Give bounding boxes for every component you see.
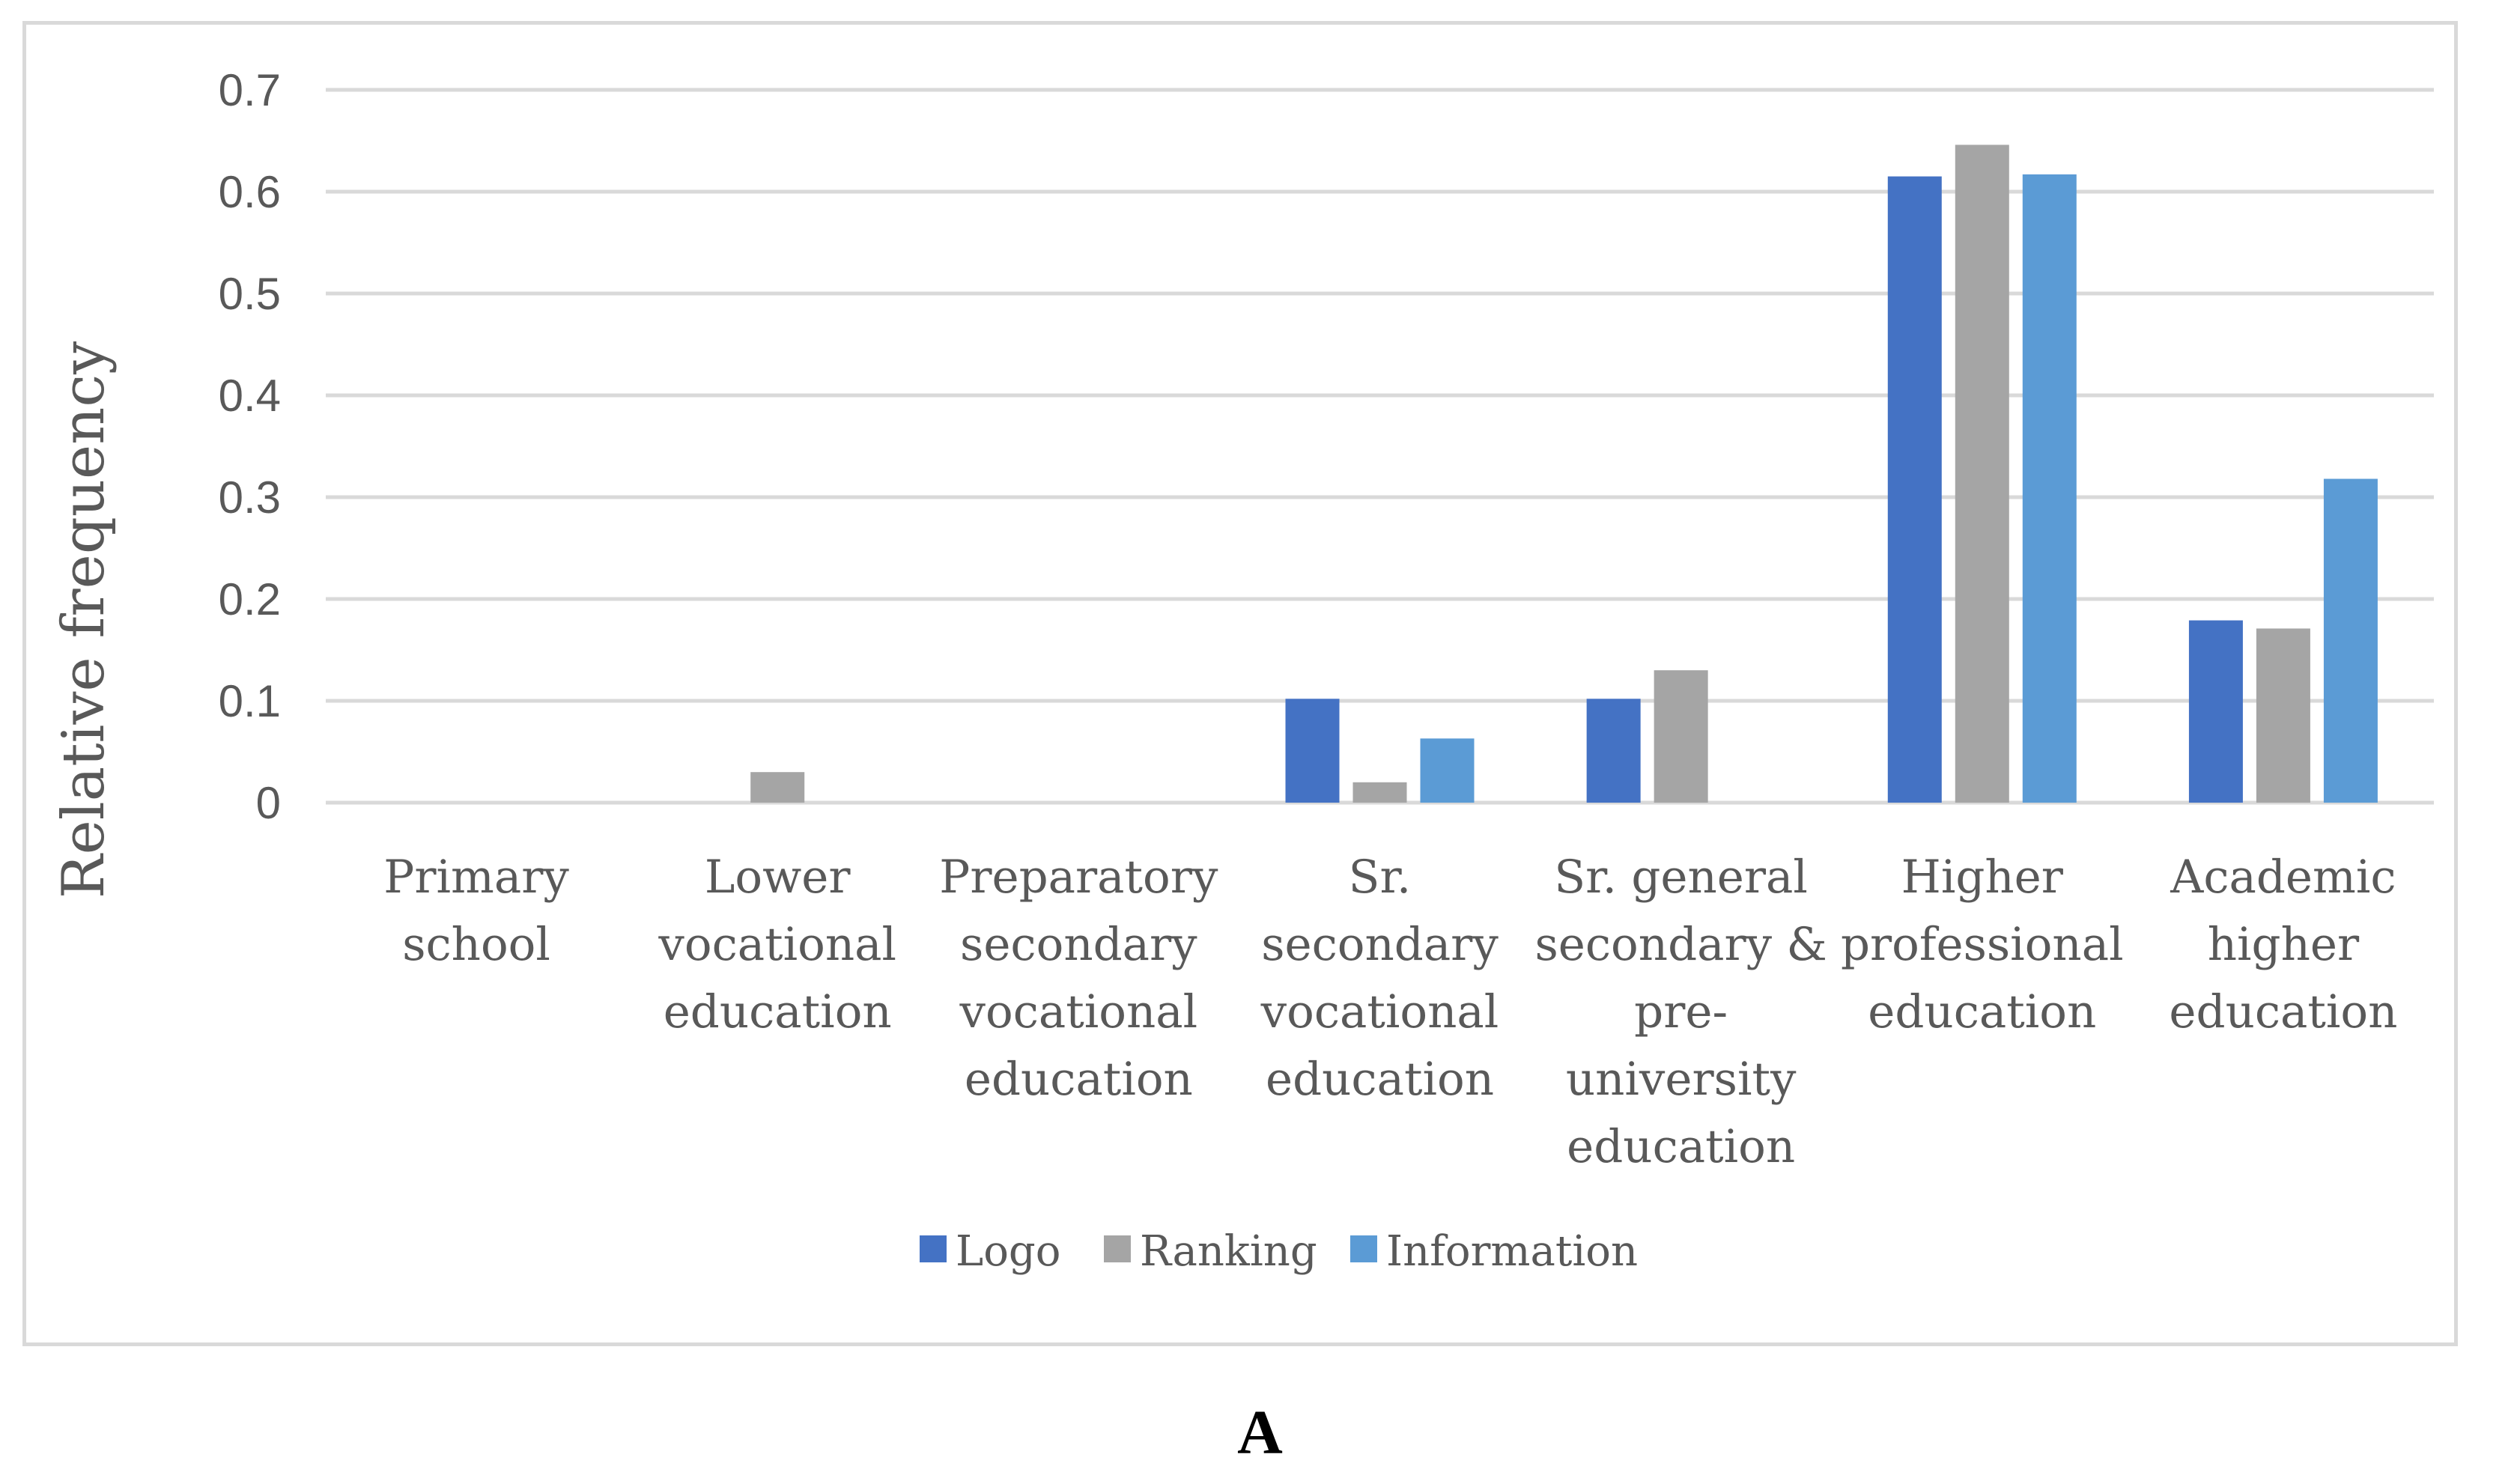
y-tick-label: 0.1	[219, 676, 281, 726]
legend-label-information: Information	[1386, 1227, 1638, 1276]
x-axis-category-labels: Primary school Lower vocational educationPre…	[383, 851, 2397, 1173]
y-tick-label: 0.4	[219, 371, 281, 421]
bar-logo-3	[1285, 699, 1340, 803]
legend-label-logo: Logo	[956, 1227, 1060, 1276]
y-axis-title: Relative frequency	[50, 341, 118, 898]
panel-label: A	[1237, 1398, 1283, 1468]
x-category-label: Sr. general secondary & pre-university educ…	[1534, 851, 1827, 1173]
x-category-label: Preparatory secondary vocational education	[939, 851, 1218, 1106]
y-tick-label: 0	[256, 778, 281, 828]
y-tick-label: 0.5	[219, 269, 281, 319]
y-tick-label: 0.7	[219, 65, 281, 115]
legend-swatch-information	[1350, 1235, 1377, 1262]
bar-logo-5	[1887, 176, 1942, 803]
legend-swatch-logo	[920, 1235, 947, 1262]
bar-logo-6	[2188, 620, 2243, 803]
x-category-label: Higher professional education	[1841, 851, 2124, 1038]
bar-logo-4	[1586, 699, 1641, 803]
x-category-label: Sr. secondary vocational education	[1260, 851, 1499, 1106]
bar-information-5	[2022, 174, 2077, 803]
bar-ranking-5	[1955, 145, 2009, 803]
bar-ranking-6	[2256, 628, 2310, 803]
bar-information-3	[1420, 738, 1475, 803]
y-tick-label: 0.2	[219, 574, 281, 624]
bar-ranking-4	[1654, 670, 1708, 803]
x-category-label: Primary school	[383, 851, 569, 971]
gridlines	[326, 88, 2434, 805]
legend: Logo Ranking Information	[920, 1227, 1638, 1276]
bar-information-6	[2323, 478, 2378, 803]
legend-swatch-ranking	[1104, 1235, 1131, 1262]
bar-ranking-1	[750, 772, 805, 803]
y-tick-label: 0.6	[219, 167, 281, 217]
bars	[750, 145, 2378, 803]
y-tick-label: 0.3	[219, 472, 281, 523]
x-category-label: Lower vocational education	[658, 851, 896, 1038]
y-axis-ticks: 0 0.1 0.2 0.3 0.4 0.5 0.6 0.7	[219, 65, 281, 828]
legend-label-ranking: Ranking	[1140, 1227, 1317, 1276]
bar-ranking-3	[1352, 782, 1407, 803]
x-category-label: Academic higher education	[2169, 851, 2397, 1038]
